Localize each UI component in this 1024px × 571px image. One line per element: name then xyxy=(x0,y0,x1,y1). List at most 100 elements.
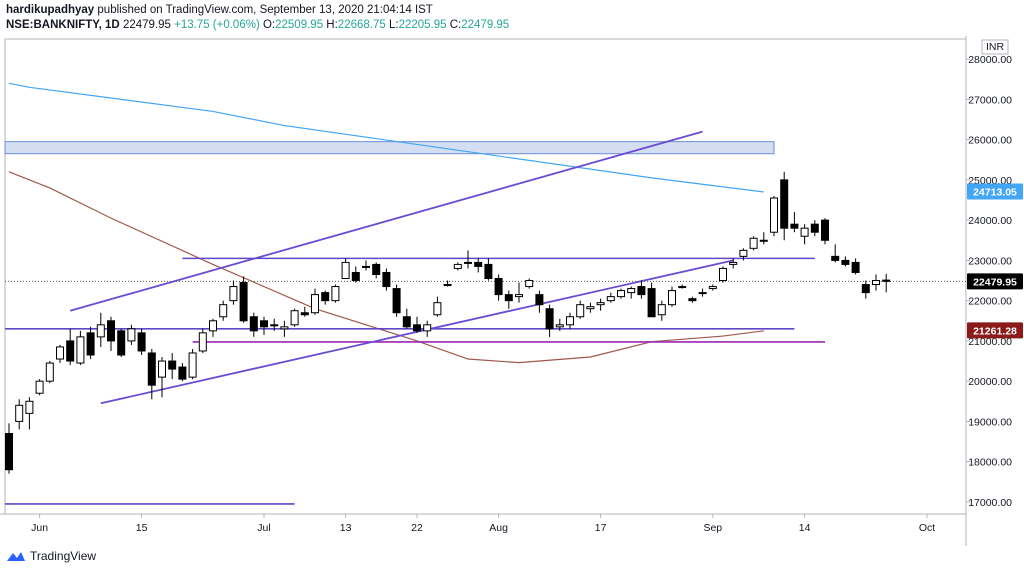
candle-down xyxy=(810,223,819,233)
footer-brand[interactable]: TradingView xyxy=(30,549,97,563)
x-tick-label: Oct xyxy=(919,522,935,534)
candle-up xyxy=(45,362,54,382)
symbol-label[interactable]: NSE:BANKNIFTY, 1D xyxy=(6,19,120,31)
candle-up xyxy=(627,288,636,294)
candle-up xyxy=(576,304,585,318)
candle-down xyxy=(392,288,401,314)
candle-down xyxy=(300,312,309,316)
candle-down xyxy=(688,298,697,302)
candle-up xyxy=(525,280,534,288)
price-change: +13.75 (+0.06%) xyxy=(174,19,260,31)
candle-up xyxy=(433,302,442,316)
candle-up xyxy=(362,265,370,268)
y-tick-label: 18000.00 xyxy=(968,457,1012,469)
candle-down xyxy=(474,261,483,267)
x-tick-label: Jun xyxy=(31,522,48,534)
chart-area[interactable]: INR 17000.00 18000.00 19000.00 20000.00 21000… xyxy=(0,36,1024,546)
x-tick-label: 17 xyxy=(595,522,607,534)
candle-up xyxy=(25,400,34,414)
price-badge-label: 22479.95 xyxy=(973,276,1017,288)
candle-up xyxy=(464,261,472,264)
candle-down xyxy=(647,288,656,318)
open-label: O: xyxy=(262,19,276,31)
y-tick-label: 27000.00 xyxy=(968,94,1012,106)
candle-up xyxy=(341,261,350,280)
price-badge xyxy=(967,322,1023,339)
candle-up xyxy=(188,352,197,378)
currency-box xyxy=(981,39,1009,55)
candle-down xyxy=(137,332,146,352)
candle-up xyxy=(749,237,758,249)
candle-down xyxy=(107,320,115,342)
candle-down xyxy=(780,179,789,229)
candle-up xyxy=(198,332,207,352)
y-tick-label: 20000.00 xyxy=(968,376,1012,388)
candle-up xyxy=(515,294,523,298)
price-badge xyxy=(967,183,1023,200)
open-value: 22509.95 xyxy=(275,19,324,31)
candle-up xyxy=(219,304,228,318)
candle-up xyxy=(719,267,727,282)
candle-up xyxy=(708,286,717,290)
moving-average-short xyxy=(8,171,764,364)
candle-down xyxy=(882,279,891,282)
y-tick-label: 28000.00 xyxy=(968,54,1012,66)
footer: TradingView xyxy=(6,549,96,563)
author-name[interactable]: hardikupadhyay xyxy=(6,4,95,16)
candle-up xyxy=(617,290,625,298)
candle-down xyxy=(861,284,870,294)
publish-header: hardikupadhyay published on TradingView.… xyxy=(6,3,433,18)
candle-up xyxy=(729,261,738,265)
candle-down xyxy=(821,219,829,241)
candle-up xyxy=(739,249,748,257)
candle-down xyxy=(147,352,156,386)
y-tick-label: 24000.00 xyxy=(968,215,1012,227)
candle-up xyxy=(96,324,105,338)
price-badge-label: 21261.28 xyxy=(973,325,1017,337)
y-tick-label: 22000.00 xyxy=(968,296,1012,308)
y-tick-label: 17000.00 xyxy=(968,497,1012,509)
y-tick-label: 19000.00 xyxy=(968,416,1012,428)
candle-down xyxy=(484,263,493,280)
candle-down xyxy=(321,292,330,302)
candle-up xyxy=(586,306,595,310)
candle-down xyxy=(545,308,554,330)
candle-up xyxy=(229,286,238,302)
candle-up xyxy=(311,294,319,314)
candle-down xyxy=(249,316,258,332)
candle-down xyxy=(178,366,187,380)
candle-down xyxy=(494,278,503,296)
candle-up xyxy=(158,360,166,378)
candle-up xyxy=(759,239,768,242)
high-label: H: xyxy=(326,19,338,31)
candle-up xyxy=(555,324,564,328)
candle-down xyxy=(413,324,421,332)
price-badge xyxy=(967,273,1023,290)
close-value: 22479.95 xyxy=(461,19,510,31)
x-tick-label: Aug xyxy=(489,522,508,534)
high-value: 22668.75 xyxy=(337,19,386,31)
last-price: 22479.95 xyxy=(122,19,171,31)
candle-up xyxy=(331,286,340,302)
candle-down xyxy=(372,263,381,275)
candle-up xyxy=(668,290,676,306)
x-tick-label: Sep xyxy=(703,522,722,534)
candle-up xyxy=(290,310,299,326)
low-value: 22205.95 xyxy=(398,19,447,31)
candle-down xyxy=(841,259,850,265)
candle-up xyxy=(443,284,452,287)
candle-down xyxy=(117,330,126,356)
candle-down xyxy=(168,360,177,370)
candle-up xyxy=(566,316,574,326)
price-badge-label: 24713.05 xyxy=(973,186,1017,198)
candle-down xyxy=(790,223,799,229)
candle-up xyxy=(280,326,289,330)
tradingview-logo-icon xyxy=(7,552,25,561)
candle-down xyxy=(504,294,513,302)
candle-up xyxy=(423,324,432,332)
x-tick-label: Jul xyxy=(257,522,270,534)
price-chart[interactable]: INR 17000.00 18000.00 19000.00 20000.00 21000… xyxy=(0,36,1024,546)
candle-up xyxy=(127,328,136,342)
candle-up xyxy=(657,304,666,316)
low-label: L: xyxy=(388,19,399,31)
